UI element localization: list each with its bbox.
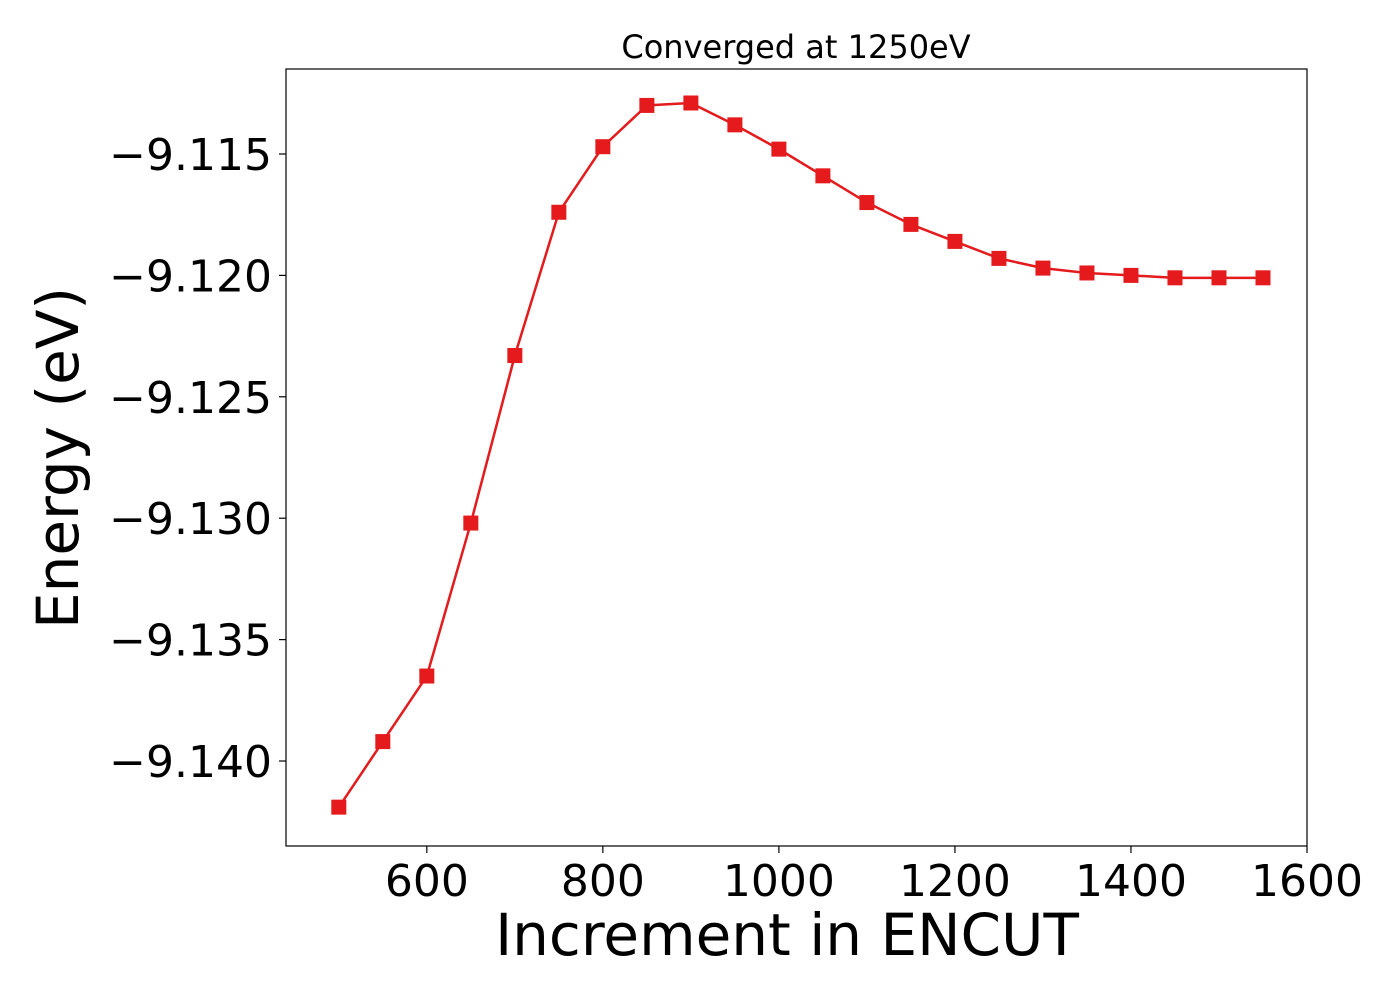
data-point-marker [419, 668, 435, 684]
y-tick-label: −9.120 [109, 251, 272, 302]
x-tick-label: 600 [385, 856, 469, 907]
data-point-marker [331, 799, 347, 815]
y-axis-title: Energy (eV) [24, 287, 92, 629]
data-point-marker [507, 348, 523, 364]
x-axis-title: Increment in ENCUT [495, 901, 1079, 969]
y-tick-label: −9.125 [109, 373, 272, 424]
data-point-marker [771, 141, 787, 157]
x-axis: 600 800 1000 1200 1400 1600 [385, 846, 1363, 907]
y-axis: −9.140 −9.135 −9.130 −9.125 −9.120 −9.115 [109, 130, 286, 788]
data-point-marker [375, 734, 391, 750]
x-tick-label: 1600 [1251, 856, 1363, 907]
series-line [337, 101, 1263, 808]
data-point-marker [683, 95, 699, 111]
y-tick-label: −9.115 [109, 130, 272, 181]
y-tick-label: −9.130 [109, 494, 272, 545]
data-point-marker [595, 139, 611, 155]
data-point-marker [815, 168, 831, 184]
data-point-marker [1211, 270, 1227, 286]
plot-frame [285, 68, 1308, 847]
data-point-marker [463, 515, 479, 531]
data-point-marker [1035, 260, 1051, 276]
data-point-marker [903, 216, 919, 232]
chart-title: Converged at 1250eV [621, 28, 970, 66]
plot-series [331, 95, 1271, 815]
y-tick-label: −9.135 [109, 616, 272, 667]
data-point-marker [727, 117, 743, 133]
data-point-marker [991, 250, 1007, 266]
data-point-marker [947, 233, 963, 249]
x-tick-label: 1400 [1075, 856, 1187, 907]
data-point-marker [1123, 267, 1139, 283]
y-tick-label: −9.140 [109, 737, 272, 788]
x-tick-label: 1200 [899, 856, 1011, 907]
data-point-marker [859, 195, 875, 211]
data-point-marker [551, 204, 567, 220]
x-tick-label: 800 [561, 856, 645, 907]
data-point-marker [1255, 270, 1271, 286]
data-point-marker [1079, 265, 1095, 281]
data-point-marker [639, 97, 655, 113]
x-tick-label: 1000 [723, 856, 835, 907]
data-point-marker [1167, 270, 1183, 286]
